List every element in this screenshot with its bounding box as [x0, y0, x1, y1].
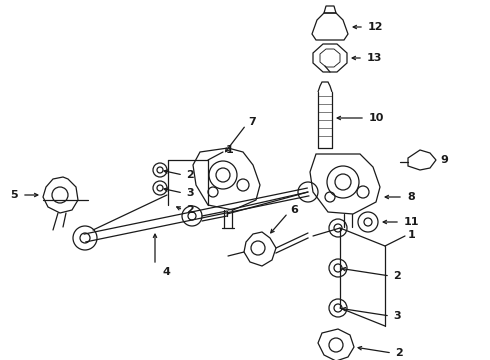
Text: 3: 3	[393, 311, 401, 321]
Text: 5: 5	[10, 190, 18, 200]
Text: 8: 8	[407, 192, 415, 202]
Text: 2: 2	[186, 170, 194, 180]
Text: 10: 10	[369, 113, 384, 123]
Text: 2: 2	[186, 205, 194, 215]
Text: 6: 6	[290, 205, 298, 215]
Text: 1: 1	[408, 230, 416, 240]
Text: 9: 9	[440, 155, 448, 165]
Text: 4: 4	[162, 267, 170, 277]
Text: 3: 3	[186, 188, 194, 198]
Text: 1: 1	[226, 145, 234, 155]
Text: 13: 13	[367, 53, 382, 63]
Text: 11: 11	[404, 217, 419, 227]
Text: 12: 12	[368, 22, 384, 32]
Text: 7: 7	[248, 117, 256, 127]
Text: 2: 2	[393, 271, 401, 281]
Text: 2: 2	[395, 348, 403, 358]
